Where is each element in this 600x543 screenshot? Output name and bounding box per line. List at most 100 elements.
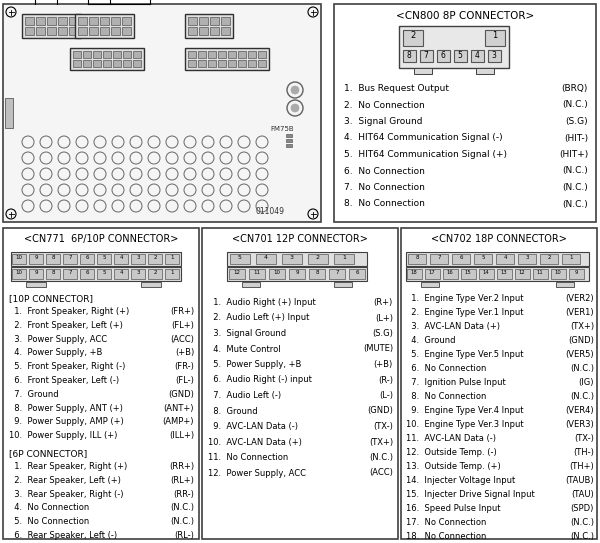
- Text: 7: 7: [68, 270, 72, 275]
- Text: (TX-): (TX-): [574, 434, 594, 443]
- Bar: [89, 17, 98, 25]
- Text: 8.  Power Supply, ANT (+): 8. Power Supply, ANT (+): [9, 403, 123, 413]
- Bar: [75, 14, 134, 38]
- Bar: [29, 254, 43, 264]
- Bar: [188, 17, 197, 25]
- Text: (MUTE): (MUTE): [363, 344, 393, 353]
- Bar: [406, 252, 589, 266]
- Text: 16.  Speed Pulse Input: 16. Speed Pulse Input: [406, 504, 500, 513]
- Text: <CN702 18P CONNECTOR>: <CN702 18P CONNECTOR>: [431, 234, 567, 244]
- Bar: [408, 254, 426, 264]
- Text: 12: 12: [233, 270, 241, 275]
- Bar: [89, 27, 98, 35]
- Bar: [131, 254, 145, 264]
- Text: 4.  Mute Control: 4. Mute Control: [208, 344, 281, 353]
- Text: 6.  Rear Speaker, Left (-): 6. Rear Speaker, Left (-): [9, 531, 117, 540]
- Text: 1.  Audio Right (+) Input: 1. Audio Right (+) Input: [208, 298, 316, 307]
- Bar: [218, 51, 226, 58]
- Text: (IG): (IG): [578, 378, 594, 387]
- Bar: [208, 51, 216, 58]
- Bar: [122, 27, 131, 35]
- Bar: [282, 254, 302, 264]
- Bar: [100, 17, 109, 25]
- Text: (BRQ): (BRQ): [562, 84, 588, 93]
- Bar: [97, 269, 111, 279]
- Bar: [403, 50, 416, 62]
- Text: 3.  AVC-LAN Data (+): 3. AVC-LAN Data (+): [406, 322, 500, 331]
- Bar: [249, 269, 265, 279]
- Bar: [569, 269, 584, 279]
- Text: 3: 3: [136, 255, 140, 260]
- Text: (HIT+): (HIT+): [559, 150, 588, 159]
- Text: (FL-): (FL-): [175, 376, 194, 385]
- Bar: [11, 252, 181, 266]
- Text: 6.  Audio Right (-) input: 6. Audio Right (-) input: [208, 376, 312, 384]
- Text: (TH-): (TH-): [573, 448, 594, 457]
- Text: FM75B: FM75B: [270, 126, 293, 132]
- Bar: [256, 254, 276, 264]
- Text: 3.  Power Supply, ACC: 3. Power Supply, ACC: [9, 334, 107, 344]
- Text: 3.  Signal Ground: 3. Signal Ground: [344, 117, 422, 126]
- Bar: [80, 269, 94, 279]
- Text: (FL+): (FL+): [171, 321, 194, 330]
- Text: 4.  Power Supply, +B: 4. Power Supply, +B: [9, 349, 103, 357]
- Bar: [208, 60, 216, 67]
- Text: (S.G): (S.G): [565, 117, 588, 126]
- Bar: [36, 27, 45, 35]
- Text: 8.  No Connection: 8. No Connection: [406, 392, 487, 401]
- Bar: [69, 17, 78, 25]
- Bar: [437, 50, 450, 62]
- Bar: [452, 254, 470, 264]
- Text: (TX+): (TX+): [570, 322, 594, 331]
- Text: 6.  No Connection: 6. No Connection: [344, 167, 425, 175]
- Text: 4.  Ground: 4. Ground: [406, 336, 455, 345]
- Text: 4.  No Connection: 4. No Connection: [9, 503, 89, 513]
- Text: 13.  Outside Temp. (+): 13. Outside Temp. (+): [406, 462, 501, 471]
- Bar: [420, 50, 433, 62]
- Bar: [399, 26, 509, 68]
- Text: 3.  Rear Speaker, Right (-): 3. Rear Speaker, Right (-): [9, 490, 124, 498]
- Bar: [407, 269, 422, 279]
- Bar: [286, 144, 292, 147]
- Bar: [103, 60, 111, 67]
- Text: [6P CONNECTOR]: [6P CONNECTOR]: [9, 449, 87, 458]
- Bar: [111, 17, 120, 25]
- Bar: [199, 27, 208, 35]
- Text: 3: 3: [491, 51, 496, 60]
- Text: (RL+): (RL+): [170, 476, 194, 485]
- Bar: [113, 51, 121, 58]
- Text: 5: 5: [238, 255, 242, 260]
- Bar: [73, 51, 81, 58]
- Text: 6: 6: [355, 270, 359, 275]
- Bar: [401, 228, 597, 539]
- Bar: [188, 27, 197, 35]
- Bar: [12, 254, 26, 264]
- Bar: [100, 27, 109, 35]
- Text: 15: 15: [464, 270, 472, 275]
- Text: (ILL+): (ILL+): [169, 431, 194, 440]
- Bar: [133, 51, 141, 58]
- Text: 11: 11: [536, 270, 544, 275]
- Text: (N.C.): (N.C.): [570, 392, 594, 401]
- Text: (TX+): (TX+): [369, 438, 393, 446]
- Text: 12.  Outside Temp. (-): 12. Outside Temp. (-): [406, 448, 497, 457]
- Bar: [25, 17, 34, 25]
- Text: 17: 17: [428, 270, 436, 275]
- Bar: [123, 51, 131, 58]
- Text: 1.  Bus Request Output: 1. Bus Request Output: [344, 84, 449, 93]
- Bar: [113, 60, 121, 67]
- Bar: [334, 254, 354, 264]
- Bar: [114, 254, 128, 264]
- Bar: [230, 254, 250, 264]
- Text: 2: 2: [410, 31, 416, 40]
- Bar: [141, 282, 161, 287]
- Text: 7: 7: [437, 255, 441, 260]
- Text: (GND): (GND): [367, 407, 393, 415]
- Bar: [479, 269, 494, 279]
- Text: 8.  No Connection: 8. No Connection: [344, 199, 425, 209]
- Text: 18: 18: [410, 270, 418, 275]
- Bar: [22, 14, 81, 38]
- Bar: [248, 51, 256, 58]
- Text: 7: 7: [424, 51, 428, 60]
- Text: 2: 2: [153, 270, 157, 275]
